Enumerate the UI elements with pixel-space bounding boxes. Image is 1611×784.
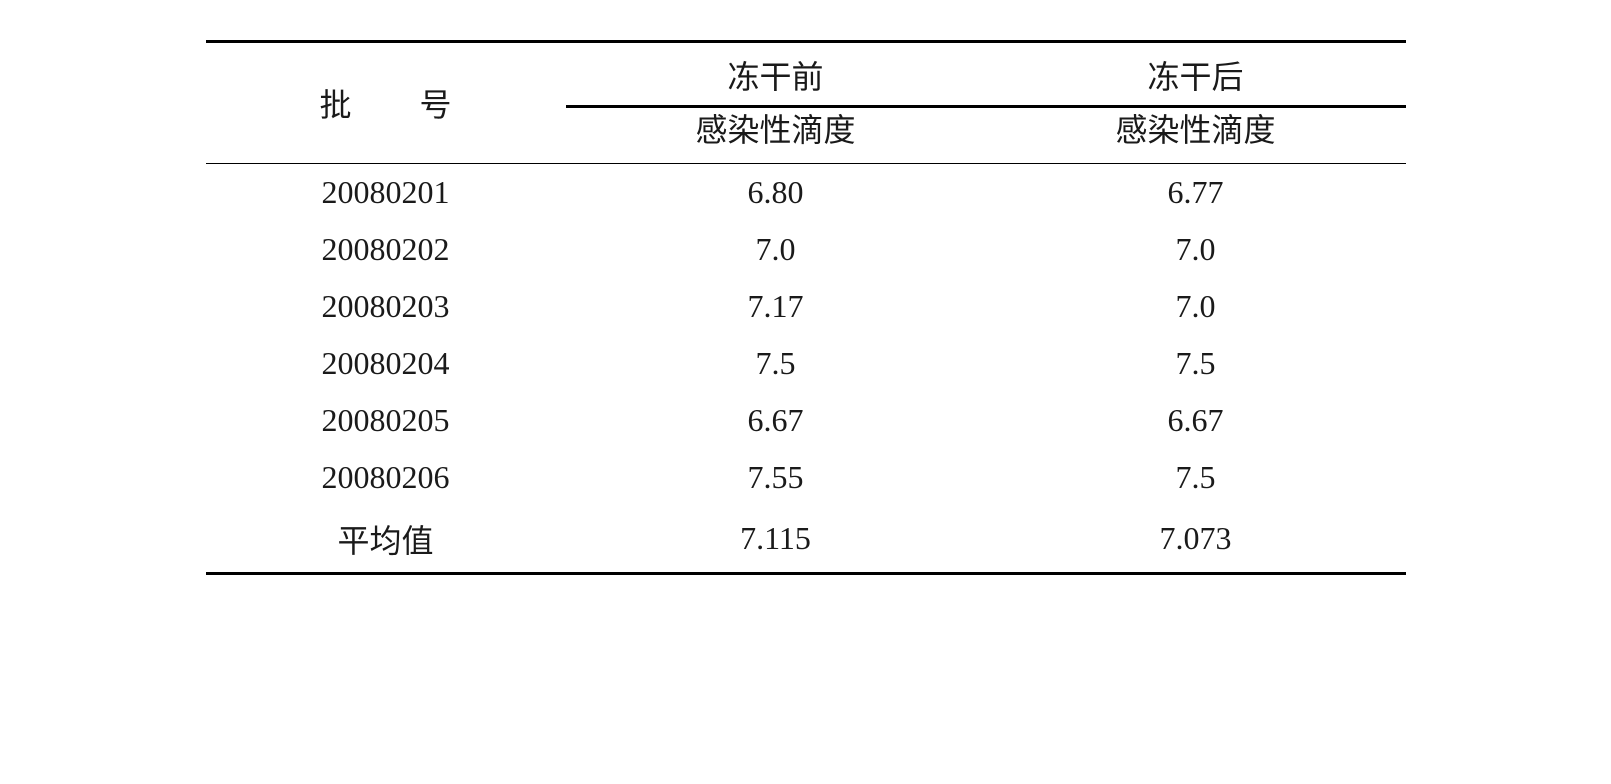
table-row: 20080205 6.67 6.67 — [206, 392, 1406, 449]
cell-before: 7.17 — [566, 278, 986, 335]
table-row: 20080203 7.17 7.0 — [206, 278, 1406, 335]
cell-after: 7.5 — [986, 335, 1406, 392]
cell-after: 7.0 — [986, 278, 1406, 335]
cell-batch: 20080206 — [206, 449, 566, 506]
cell-before: 7.5 — [566, 335, 986, 392]
table-header: 批 号 冻干前 冻干后 感染性滴度 感染性滴度 — [206, 42, 1406, 164]
table-row: 20080201 6.80 6.77 — [206, 163, 1406, 221]
header-after-main: 冻干后 — [986, 42, 1406, 107]
cell-after: 7.5 — [986, 449, 1406, 506]
cell-before: 7.115 — [566, 506, 986, 574]
cell-before: 7.0 — [566, 221, 986, 278]
table-row: 20080206 7.55 7.5 — [206, 449, 1406, 506]
header-before-sub: 感染性滴度 — [566, 107, 986, 164]
cell-batch: 20080205 — [206, 392, 566, 449]
cell-batch: 20080203 — [206, 278, 566, 335]
cell-before: 6.80 — [566, 163, 986, 221]
cell-batch: 20080201 — [206, 163, 566, 221]
cell-after: 6.77 — [986, 163, 1406, 221]
titer-table: 批 号 冻干前 冻干后 感染性滴度 感染性滴度 20080201 6.80 6.… — [206, 40, 1406, 575]
header-batch: 批 号 — [206, 42, 566, 164]
table-row-average: 平均值 7.115 7.073 — [206, 506, 1406, 574]
header-before-main: 冻干前 — [566, 42, 986, 107]
header-batch-label: 批 号 — [319, 87, 481, 123]
cell-batch: 20080202 — [206, 221, 566, 278]
table-row: 20080202 7.0 7.0 — [206, 221, 1406, 278]
cell-batch: 平均值 — [206, 506, 566, 574]
table-body: 20080201 6.80 6.77 20080202 7.0 7.0 2008… — [206, 163, 1406, 573]
cell-before: 7.55 — [566, 449, 986, 506]
cell-batch: 20080204 — [206, 335, 566, 392]
cell-before: 6.67 — [566, 392, 986, 449]
titer-table-container: 批 号 冻干前 冻干后 感染性滴度 感染性滴度 20080201 6.80 6.… — [206, 40, 1406, 575]
header-after-sub: 感染性滴度 — [986, 107, 1406, 164]
table-row: 20080204 7.5 7.5 — [206, 335, 1406, 392]
cell-after: 6.67 — [986, 392, 1406, 449]
cell-after: 7.073 — [986, 506, 1406, 574]
cell-after: 7.0 — [986, 221, 1406, 278]
